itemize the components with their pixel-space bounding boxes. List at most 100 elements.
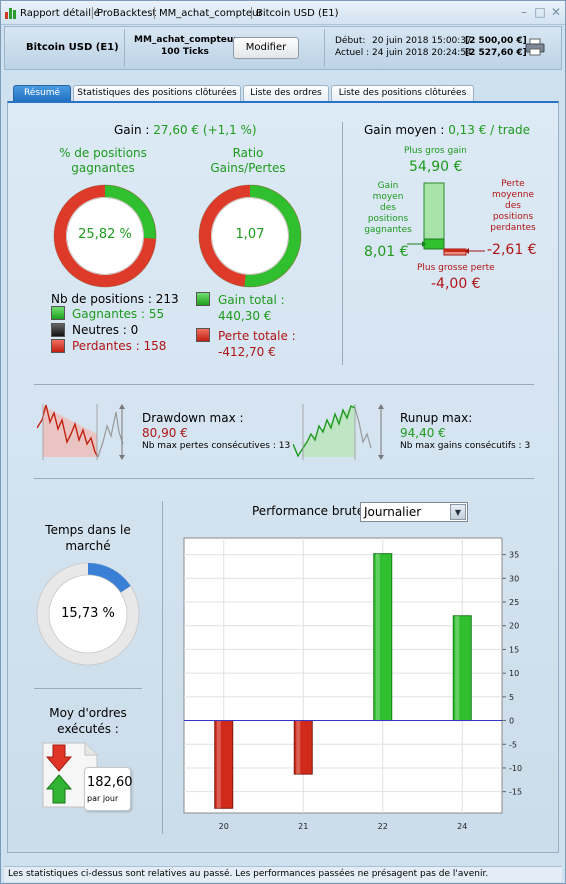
avg-loser-label: Perte moyenne des positions perdantes (490, 179, 536, 233)
neutral-swatch (51, 323, 65, 337)
runup-label: Runup max: (400, 411, 473, 425)
maximize-button[interactable]: □ (534, 5, 546, 19)
chart-bars-icon (5, 8, 16, 19)
period-select[interactable]: Journalier ▼ (360, 502, 468, 522)
market-time-value: 15,73 % (61, 606, 115, 621)
title-bar: Rapport détaillé ProBacktest MM_achat_co… (1, 1, 565, 25)
x-tick-label: 21 (298, 822, 308, 831)
winning-pct: 25,82 % (78, 227, 132, 242)
orders-per-day-box (84, 767, 131, 811)
biggest-gain: 54,90 € (409, 159, 463, 175)
neutral-count: Neutres : 0 (72, 323, 139, 337)
bar-highlight-24 (455, 615, 460, 721)
disclaimer-footer: Les statistiques ci-dessus sont relative… (4, 866, 562, 882)
y-tick-label: -15 (509, 788, 522, 797)
start-capital: [2 500,00 €] (465, 36, 527, 46)
avg-gain-bar (423, 238, 445, 250)
total-loss: Perte totale : -412,70 € (218, 329, 296, 359)
biggest-loss: -4,00 € (431, 276, 481, 292)
current-date: 24 juin 2018 20:24:54 (372, 48, 472, 58)
runup-value: 94,40 € (400, 426, 446, 440)
total-gain: Gain total :440,30 € (218, 293, 285, 323)
y-tick-label: 10 (509, 669, 519, 678)
tab-closed-stats[interactable]: Statistiques des positions clôturées (73, 85, 241, 102)
gain-summary: Gain : 27,60 € (+1,1 %) (114, 123, 257, 137)
gain-value: 27,60 € (+1,1 %) (153, 123, 257, 137)
title-strategy: MM_achat_compteur (159, 8, 263, 19)
title-instrument: Bitcoin USD (E1) (256, 8, 339, 19)
minimize-button[interactable]: – (521, 5, 527, 19)
avg-winner-label: Gain moyen des positions gagnantes (364, 181, 412, 235)
avg-loss-bar (444, 249, 466, 252)
close-button[interactable]: ✕ (550, 5, 562, 19)
up-arrow-icon (45, 774, 73, 804)
bar-highlight-20 (216, 720, 221, 809)
ratio-label: Ratio Gains/Pertes (210, 146, 286, 175)
title-report: Rapport détaillé (20, 8, 100, 19)
y-tick-label: 0 (509, 717, 514, 726)
winning-donut (53, 184, 157, 288)
runup-sparkline (293, 404, 372, 460)
header-strategy: MM_achat_compteur (134, 35, 238, 45)
performance-chart: 35 30 25 20 15 10 5 0 -5 -10 -15 20 21 22 24 (183, 537, 522, 831)
avg-loser: -2,61 € (487, 242, 537, 258)
y-tick-label: 30 (509, 574, 519, 583)
avg-gain-value: 0,13 € / trade (448, 123, 531, 137)
tab-orders[interactable]: Liste des ordres (243, 85, 329, 102)
ratio-donut (198, 184, 302, 288)
orders-value: 182,60 (87, 775, 133, 790)
market-time-label: Temps dans le marché (45, 523, 131, 553)
nb-positions: Nb de positions : 213 (51, 292, 179, 306)
total-gain-swatch (196, 292, 210, 306)
y-tick-label: 5 (509, 693, 514, 702)
orders-label: Moy d'ordres exécutés : (49, 706, 127, 736)
total-loss-swatch (196, 328, 210, 342)
chevron-down-icon[interactable]: ▼ (450, 504, 466, 520)
avg-gain: Gain moyen : 0,13 € / trade (364, 123, 531, 137)
y-tick-label: 20 (509, 622, 519, 631)
current-capital: [2 527,60 €] (465, 48, 527, 58)
market-time-donut (36, 562, 140, 666)
runup-arrow (378, 404, 384, 460)
y-tick-label: 35 (509, 551, 519, 560)
tab-closed-positions[interactable]: Liste des positions clôturées (331, 85, 474, 102)
title-probacktest: ProBacktest (97, 8, 157, 19)
bar-highlight-22 (375, 553, 380, 721)
chart-plot-area (183, 537, 503, 814)
drawdown-label: Drawdown max : (142, 411, 244, 425)
donut-win-arc (54, 185, 156, 287)
y-tick-label: 25 (509, 598, 519, 607)
winning-positions-label: % de positions gagnantes (59, 146, 147, 175)
max-consecutive-losses: Nb max pertes consécutives : 13 (142, 441, 291, 451)
current-label: Actuel : (335, 48, 370, 58)
drawdown-arrow (119, 404, 125, 460)
x-tick-label: 22 (378, 822, 388, 831)
max-consecutive-gains: Nb max gains consécutifs : 3 (400, 441, 531, 451)
bar-highlight-21 (296, 720, 301, 775)
losers-count: Perdantes : 158 (72, 339, 167, 353)
start-label: Début: (335, 36, 366, 46)
biggest-loss-label: Plus grosse perte (417, 263, 495, 273)
x-tick-label: 20 (219, 822, 229, 831)
orders-unit: par jour (87, 794, 119, 803)
performance-label: Performance brute (252, 504, 365, 518)
winners-swatch (51, 306, 65, 320)
y-tick-label: 15 (509, 645, 519, 654)
losers-swatch (51, 339, 65, 353)
biggest-gain-label: Plus gros gain (404, 146, 467, 156)
market-time-arc (37, 563, 139, 665)
tab-summary[interactable]: Résumé (13, 85, 71, 102)
header-ticks: 100 Ticks (161, 47, 209, 57)
printer-icon[interactable] (525, 38, 545, 56)
header-instrument: Bitcoin USD (E1) (26, 42, 119, 53)
ratio-value: 1,07 (235, 227, 265, 242)
report-header: Bitcoin USD (E1) MM_achat_compteur 100 T… (4, 26, 562, 70)
period-select-value: Journalier (364, 505, 422, 519)
winners-count: Gagnantes : 55 (72, 307, 165, 321)
drawdown-value: 80,90 € (142, 426, 188, 440)
x-tick-label: 24 (457, 822, 467, 831)
y-tick-label: -10 (509, 764, 522, 773)
modify-button[interactable]: Modifier (233, 37, 299, 59)
down-arrow-icon (45, 744, 73, 772)
